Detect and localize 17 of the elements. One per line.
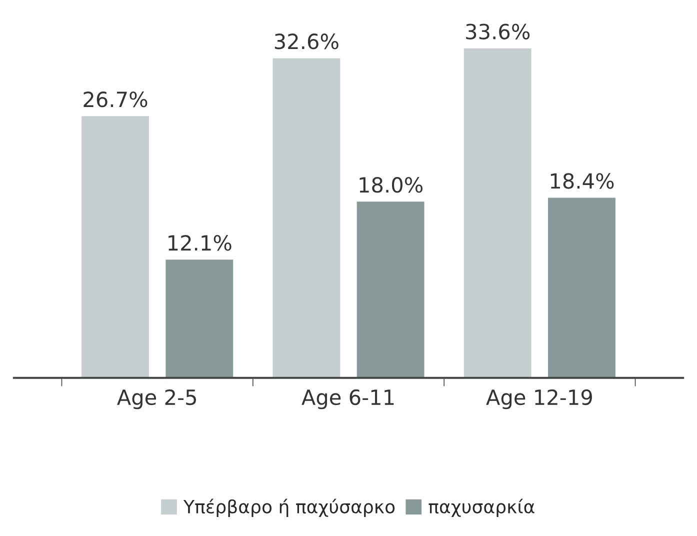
data-label: 26.7% — [84, 92, 148, 108]
bar — [164, 258, 234, 378]
data-label: 18.4% — [550, 173, 614, 189]
data-label: 33.6% — [466, 24, 530, 40]
data-label: 18.0% — [360, 177, 422, 193]
x-tick-label: Age 2-5 — [117, 389, 196, 410]
legend-label: παχυσαρκία — [428, 498, 534, 517]
x-tick-label: Age 12-19 — [486, 389, 592, 410]
bar — [80, 114, 150, 378]
data-label: 32.6% — [274, 34, 338, 50]
data-label: 12.1% — [168, 235, 232, 251]
bar — [462, 46, 533, 378]
x-tick-label: Age 6-11 — [302, 389, 394, 410]
bar — [271, 56, 342, 378]
bar — [546, 196, 617, 378]
bar — [355, 200, 426, 378]
legend-label: Υπέρβαρο ή παχύσαρκο — [183, 498, 395, 517]
